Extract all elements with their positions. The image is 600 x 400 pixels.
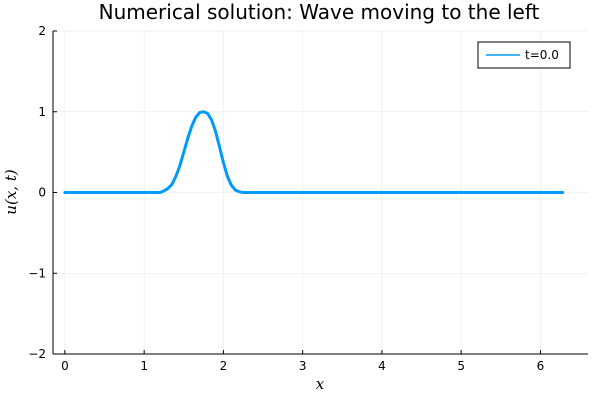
y-tick-label: 0 [38, 186, 46, 200]
x-tick-label: 2 [220, 359, 228, 373]
x-tick-label: 3 [299, 359, 307, 373]
x-tick-label: 6 [537, 359, 545, 373]
x-tick-label: 5 [457, 359, 465, 373]
chart-title: Numerical solution: Wave moving to the l… [99, 0, 540, 24]
ticks: 0 1 2 3 4 5 6 −2 −1 0 1 2 [28, 24, 544, 373]
legend-label-t0: t=0.0 [525, 48, 559, 62]
y-tick-label: 1 [38, 105, 46, 119]
x-axis-label: x [316, 375, 325, 393]
y-tick-label: −1 [28, 266, 46, 280]
legend: t=0.0 [477, 41, 571, 69]
y-axis-label: u(x, t) [2, 169, 20, 215]
series [63, 110, 565, 194]
x-tick-label: 1 [140, 359, 148, 373]
series-line-0 [63, 110, 565, 194]
y-tick-label: −2 [28, 347, 46, 361]
y-tick-label: 2 [38, 24, 46, 38]
x-tick-label: 4 [378, 359, 386, 373]
x-tick-label: 0 [61, 359, 69, 373]
